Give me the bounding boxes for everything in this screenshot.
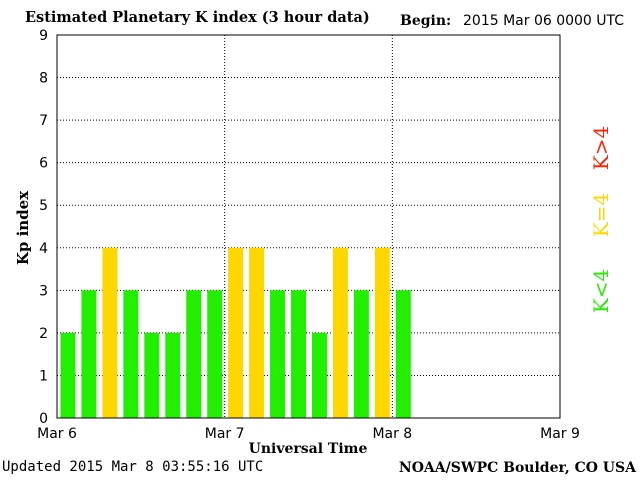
kp-bar (207, 290, 223, 418)
y-tick-label: 6 (39, 156, 48, 172)
kp-bar (270, 290, 286, 418)
kp-bar (186, 290, 202, 418)
x-axis-label: Universal Time (249, 441, 368, 457)
plot-frame (56, 34, 561, 419)
kp-bar (102, 247, 118, 418)
begin-label: Begin: (400, 13, 452, 29)
legend-above: K>4 (589, 126, 613, 170)
kp-bar (228, 247, 244, 418)
updated-timestamp: Updated 2015 Mar 8 03:55:16 UTC (2, 459, 264, 475)
y-tick-label: 3 (39, 283, 48, 299)
y-tick-label: 0 (39, 411, 48, 427)
chart-title: Estimated Planetary K index (3 hour data… (25, 9, 370, 26)
kp-bar (165, 332, 181, 418)
y-tick-label: 1 (39, 368, 48, 384)
kp-bar (249, 247, 265, 418)
kp-bar (332, 247, 348, 418)
y-tick-label: 7 (39, 113, 48, 129)
kp-bar (60, 332, 76, 418)
bars (60, 247, 411, 418)
kp-bar (123, 290, 139, 418)
credit-text: NOAA/SWPC Boulder, CO USA (398, 460, 636, 476)
kp-bar (144, 332, 160, 418)
y-tick-labels: 0 1 2 3 4 5 6 7 8 9 (39, 28, 48, 427)
y-tick-label: 4 (39, 241, 48, 257)
x-tick-label: Mar 6 (37, 426, 77, 442)
y-axis-label: Kp index (14, 190, 32, 265)
kp-bar (291, 290, 306, 418)
begin-value: 2015 Mar 06 0000 UTC (463, 13, 625, 29)
y-tick-label: 2 (39, 326, 48, 342)
kp-bar (312, 332, 327, 418)
y-tick-label: 5 (39, 198, 48, 214)
kp-bar (374, 247, 390, 418)
kp-bar (353, 290, 369, 418)
x-tick-label: Mar 9 (540, 426, 580, 442)
y-tick-label: 9 (39, 28, 48, 44)
x-tick-label: Mar 8 (372, 426, 412, 442)
legend-equal: K=4 (589, 193, 613, 237)
legend-below: K<4 (589, 269, 613, 313)
x-tick-labels: Mar 6 Mar 7 Mar 8 Mar 9 (37, 426, 580, 442)
grid-lines (57, 35, 560, 418)
kp-bar (395, 290, 411, 418)
y-tick-label: 8 (39, 71, 48, 87)
x-tick-label: Mar 7 (205, 426, 245, 442)
kp-bar (81, 290, 97, 418)
